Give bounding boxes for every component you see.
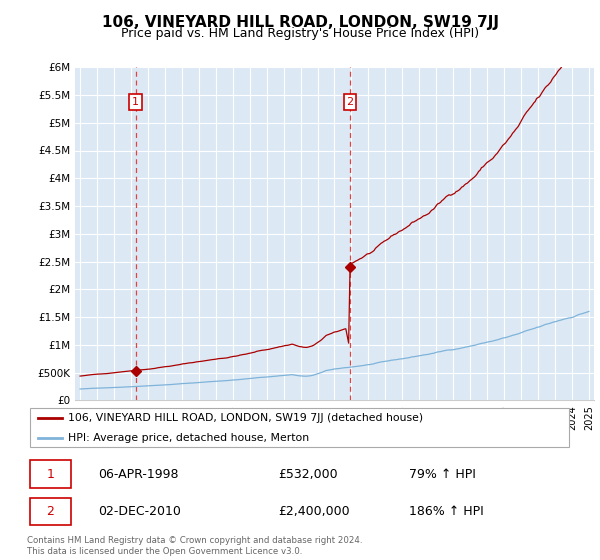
Text: 106, VINEYARD HILL ROAD, LONDON, SW19 7JJ: 106, VINEYARD HILL ROAD, LONDON, SW19 7J… — [101, 15, 499, 30]
Text: Price paid vs. HM Land Registry's House Price Index (HPI): Price paid vs. HM Land Registry's House … — [121, 27, 479, 40]
Text: £532,000: £532,000 — [278, 468, 338, 480]
Text: 106, VINEYARD HILL ROAD, LONDON, SW19 7JJ (detached house): 106, VINEYARD HILL ROAD, LONDON, SW19 7J… — [68, 413, 423, 423]
Text: 186% ↑ HPI: 186% ↑ HPI — [409, 505, 484, 519]
FancyBboxPatch shape — [30, 460, 71, 488]
Text: 06-APR-1998: 06-APR-1998 — [98, 468, 178, 480]
Text: 2: 2 — [46, 505, 54, 519]
Text: 1: 1 — [132, 97, 139, 107]
Text: Contains HM Land Registry data © Crown copyright and database right 2024.: Contains HM Land Registry data © Crown c… — [27, 536, 362, 545]
Text: 02-DEC-2010: 02-DEC-2010 — [98, 505, 181, 519]
Text: This data is licensed under the Open Government Licence v3.0.: This data is licensed under the Open Gov… — [27, 547, 302, 556]
FancyBboxPatch shape — [30, 408, 569, 447]
FancyBboxPatch shape — [30, 498, 71, 525]
Text: 1: 1 — [46, 468, 54, 480]
Text: 79% ↑ HPI: 79% ↑ HPI — [409, 468, 476, 480]
Text: £2,400,000: £2,400,000 — [278, 505, 350, 519]
Text: 2: 2 — [347, 97, 353, 107]
Text: HPI: Average price, detached house, Merton: HPI: Average price, detached house, Mert… — [68, 433, 309, 442]
